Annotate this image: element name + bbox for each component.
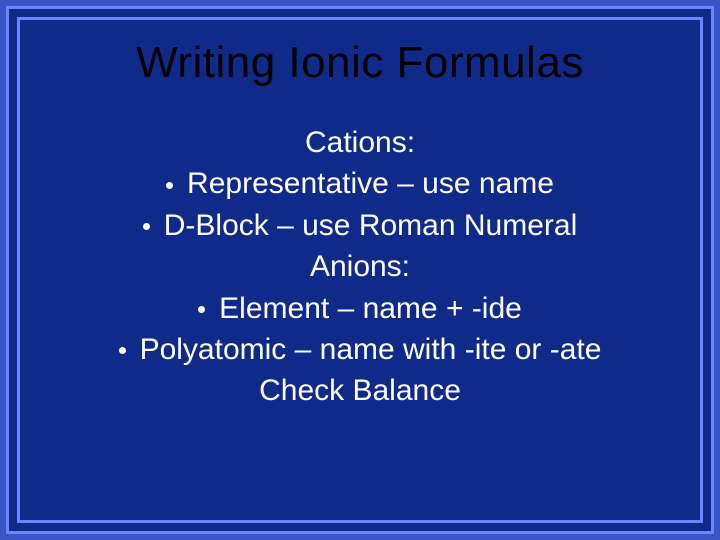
slide-body: Cations: Representative – use name D-Blo… [50, 116, 670, 500]
body-heading-anions: Anions: [310, 246, 410, 287]
bullet-icon [119, 347, 126, 354]
body-check-balance: Check Balance [259, 370, 461, 411]
bullet-icon [198, 306, 205, 313]
slide-border-mid: Writing Ionic Formulas Cations: Represen… [6, 6, 714, 534]
bullet-text: Element – name + -ide [219, 288, 522, 329]
bullet-text: Representative – use name [187, 163, 554, 204]
bullet-text: Polyatomic – name with -ite or -ate [140, 329, 602, 370]
body-bullet-polyatomic: Polyatomic – name with -ite or -ate [119, 329, 602, 370]
body-bullet-element: Element – name + -ide [198, 288, 522, 329]
bullet-text: D-Block – use Roman Numeral [164, 205, 577, 246]
slide-border-inner: Writing Ionic Formulas Cations: Represen… [17, 17, 703, 523]
slide-border-outer: Writing Ionic Formulas Cations: Represen… [0, 0, 720, 540]
slide: Writing Ionic Formulas Cations: Represen… [0, 0, 720, 540]
body-bullet-dblock: D-Block – use Roman Numeral [143, 205, 577, 246]
body-heading-cations: Cations: [305, 122, 415, 163]
bullet-icon [143, 223, 150, 230]
slide-title: Writing Ionic Formulas [50, 38, 670, 88]
body-bullet-representative: Representative – use name [166, 163, 554, 204]
bullet-icon [166, 182, 173, 189]
